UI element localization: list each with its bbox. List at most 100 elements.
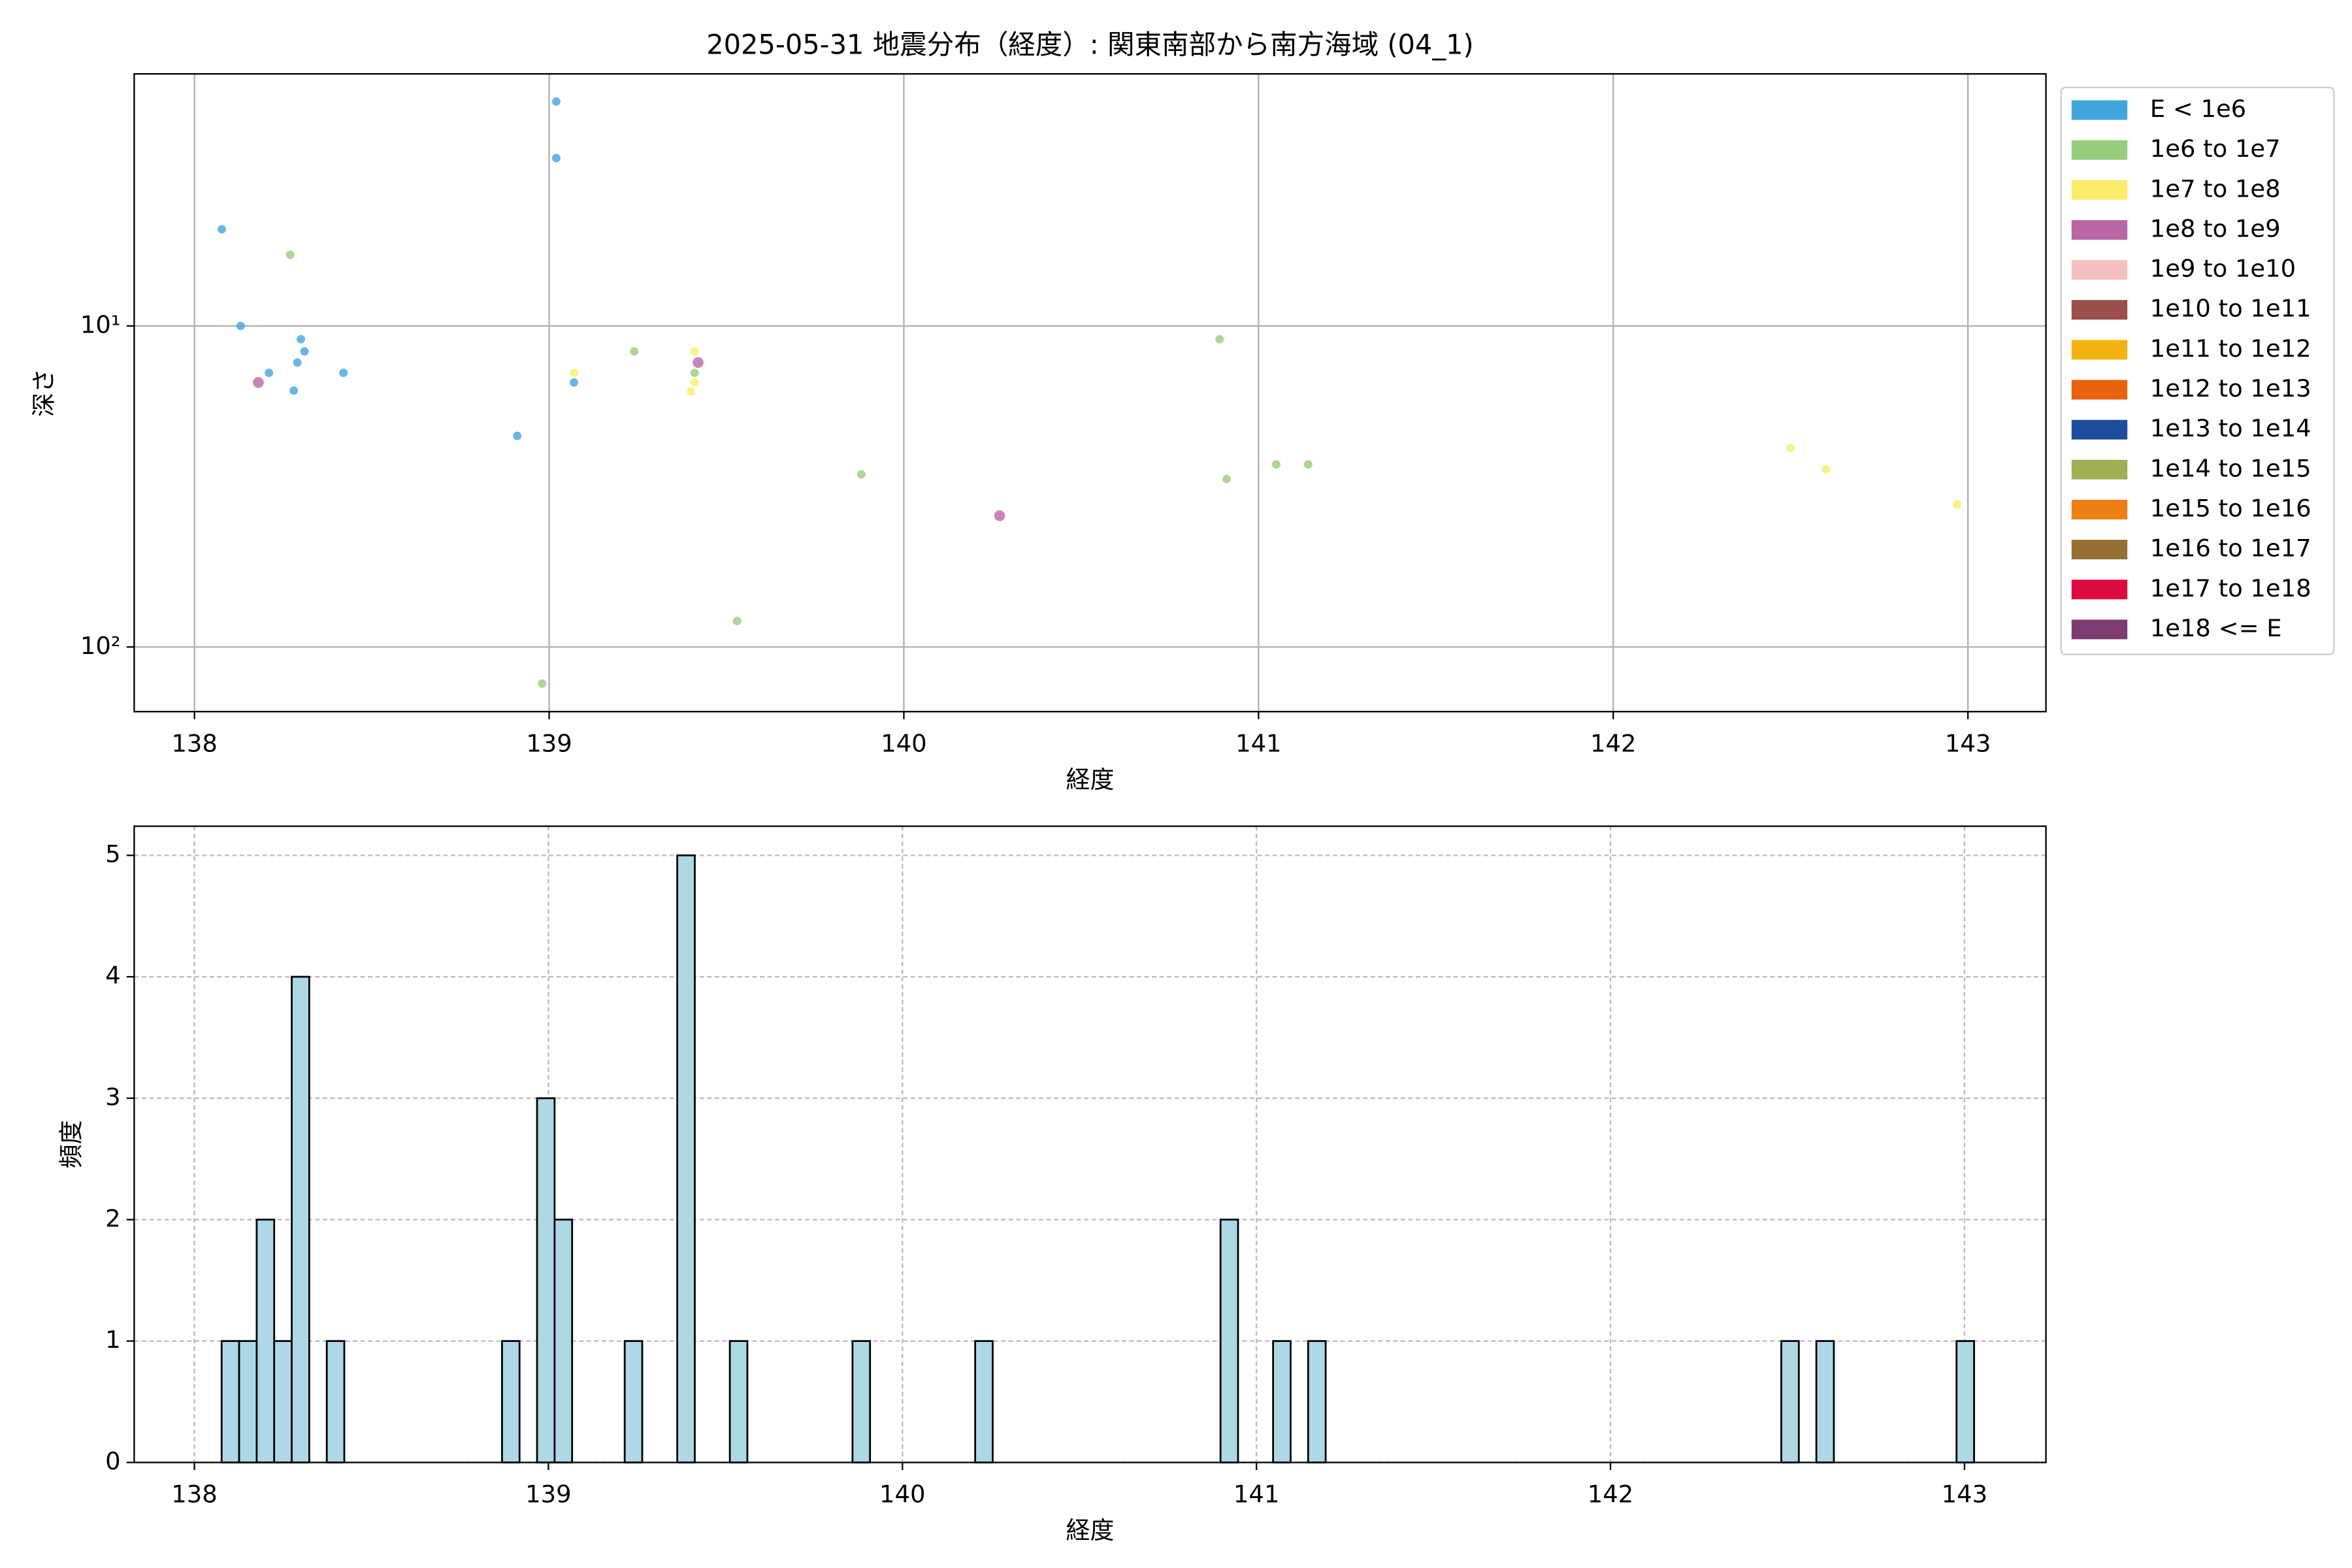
legend-label: 1e8 to 1e9 — [2150, 214, 2281, 242]
y-tick-label: 4 — [105, 962, 120, 990]
histogram-bar — [676, 854, 696, 1463]
histogram-bar — [851, 1340, 872, 1463]
legend-swatch — [2071, 580, 2128, 600]
histogram-bar — [974, 1340, 994, 1463]
legend-label: 1e12 to 1e13 — [2150, 374, 2311, 402]
scatter-point — [265, 368, 274, 378]
scatter-point — [570, 368, 579, 378]
histogram-bar — [501, 1340, 521, 1463]
x-tick-label: 139 — [525, 1480, 571, 1509]
scatter-point — [994, 510, 1005, 521]
y-axis-label: 深さ — [30, 368, 58, 417]
scatter-point — [1215, 335, 1224, 344]
histogram-bar — [1272, 1340, 1292, 1463]
legend-swatch — [2071, 380, 2128, 400]
legend-swatch — [2071, 619, 2128, 640]
histogram-bar — [623, 1340, 644, 1463]
x-tick-label: 139 — [526, 730, 572, 758]
legend-label: 1e11 to 1e12 — [2150, 335, 2311, 363]
histogram-bar — [728, 1340, 749, 1463]
legend-swatch — [2071, 300, 2128, 320]
histogram-bar — [273, 1340, 293, 1463]
x-tick-label: 140 — [881, 730, 926, 758]
legend-frame — [2060, 86, 2335, 655]
x-tick-label: 142 — [1588, 1480, 1633, 1509]
x-tick-label: 138 — [171, 730, 217, 758]
legend-label: 1e16 to 1e17 — [2150, 534, 2311, 563]
legend-swatch — [2071, 540, 2128, 560]
scatter-point — [289, 386, 299, 395]
scatter-point — [690, 378, 699, 387]
legend-swatch — [2071, 100, 2128, 120]
plot-frame — [133, 73, 2047, 713]
histogram-bar — [1219, 1218, 1239, 1463]
scatter-point — [236, 321, 245, 331]
legend-label: 1e10 to 1e11 — [2150, 295, 2311, 323]
scatter-point — [1303, 460, 1313, 469]
scatter-point — [693, 357, 704, 368]
histogram-bar — [220, 1340, 240, 1463]
y-tick-label: 3 — [105, 1083, 120, 1111]
legend-label: 1e7 to 1e8 — [2150, 174, 2281, 203]
x-tick-label: 140 — [879, 1480, 925, 1509]
scatter-point — [1272, 460, 1281, 469]
chart-title: 2025-05-31 地震分布（経度）: 関東南部から南方海域 (04_1) — [706, 29, 1474, 61]
legend-label: 1e6 to 1e7 — [2150, 135, 2281, 163]
scatter-point — [1786, 444, 1795, 453]
legend-swatch — [2071, 260, 2128, 280]
legend: E < 1e6 1e6 to 1e7 1e7 to 1e8 1e8 to 1e9 1e9… — [2060, 86, 2335, 655]
scatter-point — [293, 358, 302, 367]
scatter-point — [551, 154, 561, 163]
scatter-point — [690, 368, 699, 378]
x-tick-label: 141 — [1235, 730, 1281, 758]
legend-swatch — [2071, 419, 2128, 440]
histogram-bar — [1815, 1340, 1835, 1463]
legend-swatch — [2071, 459, 2128, 480]
scatter-point — [300, 347, 309, 356]
x-tick-label: 143 — [1942, 1480, 1987, 1509]
legend-label: 1e17 to 1e18 — [2150, 574, 2311, 602]
x-tick-label: 138 — [171, 1480, 217, 1509]
x-axis-label: 経度 — [1066, 1516, 1115, 1544]
legend-label: 1e9 to 1e10 — [2150, 255, 2296, 283]
scatter-point — [687, 387, 696, 396]
legend-swatch — [2071, 340, 2128, 360]
scatter-point — [538, 679, 547, 688]
scatter-point — [297, 335, 306, 344]
histogram-bar — [1955, 1340, 1975, 1463]
x-tick-label: 141 — [1233, 1480, 1279, 1509]
histogram-bar — [325, 1340, 346, 1463]
y-tick-label: 2 — [105, 1204, 120, 1232]
scatter-point — [1953, 500, 1962, 509]
histogram-bar — [291, 975, 310, 1463]
plot-frame — [133, 825, 2047, 1463]
scatter-point — [253, 377, 264, 388]
scatter-point — [339, 368, 348, 378]
scatter-point — [1821, 465, 1831, 474]
y-tick-label: 1 — [105, 1326, 120, 1354]
histogram-bar — [553, 1218, 574, 1463]
x-tick-label: 143 — [1945, 730, 1991, 758]
legend-label: 1e14 to 1e15 — [2150, 454, 2311, 482]
scatter-point — [218, 225, 226, 234]
y-tick-label: 0 — [105, 1447, 120, 1475]
histogram-bar — [238, 1340, 258, 1463]
legend-swatch — [2071, 220, 2128, 240]
x-axis-label: 経度 — [1066, 766, 1115, 794]
scatter-point — [286, 250, 295, 259]
scatter-point — [630, 347, 639, 356]
scatter-point — [551, 97, 561, 106]
histogram-bar — [1780, 1340, 1800, 1463]
x-tick-label: 142 — [1590, 730, 1636, 758]
y-tick-label: 10² — [80, 632, 121, 660]
legend-swatch — [2071, 500, 2128, 519]
histogram-bar — [255, 1218, 276, 1463]
legend-label: 1e15 to 1e16 — [2150, 495, 2311, 523]
scatter-point — [732, 617, 742, 625]
y-tick-label: 10¹ — [80, 310, 121, 338]
legend-label: E < 1e6 — [2150, 95, 2246, 123]
histogram-bar — [1307, 1340, 1327, 1463]
scatter-point — [857, 470, 866, 479]
